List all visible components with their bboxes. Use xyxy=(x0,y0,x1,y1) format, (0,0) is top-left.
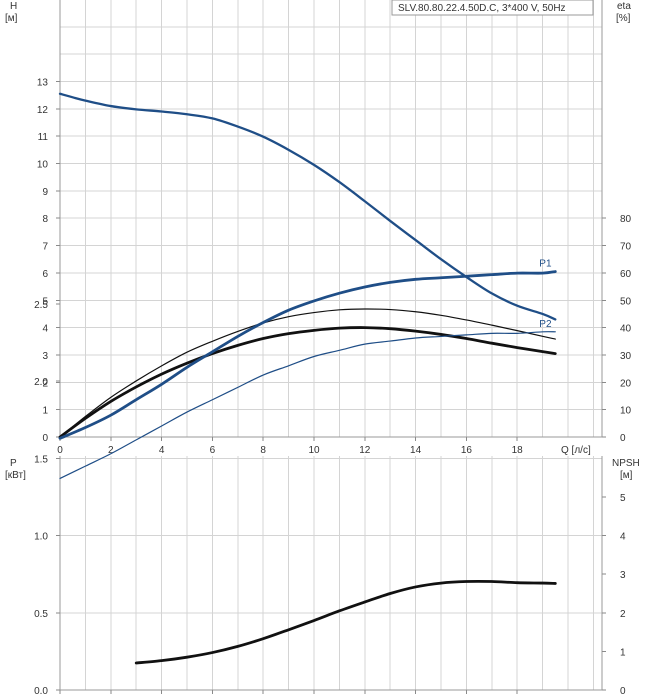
y2-tick-label: 4 xyxy=(620,532,626,543)
x-tick-label: 6 xyxy=(210,445,216,456)
x-tick-label: 16 xyxy=(461,445,473,456)
y-tick-label: 12 xyxy=(37,105,49,116)
y-tick-label: 5 xyxy=(42,296,48,307)
y-tick-label: 9 xyxy=(42,187,48,198)
y2-tick-label: 20 xyxy=(620,378,632,389)
power-npsh-panel: P [кВт] NPSH [м] 0.00.51.01.52.02.501234… xyxy=(5,259,640,697)
y-tick-label: 2.5 xyxy=(34,300,48,311)
y2-tick-label: 50 xyxy=(620,296,632,307)
x-tick-label: 18 xyxy=(512,445,524,456)
y-tick-label: 7 xyxy=(42,242,48,253)
series-line-0-0 xyxy=(58,92,557,321)
y2-tick-label: 40 xyxy=(620,324,632,335)
grid-lines xyxy=(59,0,602,438)
y-tick-label: 2.0 xyxy=(34,377,48,388)
p-axis-unit: [кВт] xyxy=(5,470,26,481)
series-line-0-1 xyxy=(59,308,556,438)
y2-tick-label: 0 xyxy=(620,433,626,444)
x-tick-label: 12 xyxy=(359,445,371,456)
p-axis-label: P xyxy=(10,458,17,469)
x-tick-label: 8 xyxy=(260,445,266,456)
eta-axis-unit: [%] xyxy=(616,13,631,24)
y-tick-label: 6 xyxy=(42,269,48,280)
y-tick-label: 1 xyxy=(42,406,48,417)
y2-tick-label: 60 xyxy=(620,269,632,280)
x-tick-label: 0 xyxy=(57,445,63,456)
x-tick-label: 4 xyxy=(159,445,165,456)
x-tick-label: 2 xyxy=(108,445,114,456)
h-axis-unit: [м] xyxy=(5,13,18,24)
y2-tick-label: 30 xyxy=(620,351,632,362)
y-tick-label: 0.0 xyxy=(34,686,48,697)
y-tick-label: 13 xyxy=(37,77,49,88)
series-line-1-2 xyxy=(134,579,557,665)
series-line-1-0 xyxy=(58,270,557,440)
series-line-1-1 xyxy=(59,331,556,480)
y2-tick-label: 80 xyxy=(620,214,632,225)
h-axis-label: H xyxy=(10,1,17,12)
y-tick-label: 11 xyxy=(38,132,49,143)
y-tick-label: 2 xyxy=(42,378,48,389)
y-tick-label: 10 xyxy=(37,160,49,171)
y2-tick-label: 70 xyxy=(620,242,632,253)
y2-tick-label: 1 xyxy=(620,647,626,658)
npsh-axis-label: NPSH xyxy=(612,458,640,469)
y-tick-label: 1.0 xyxy=(34,532,48,543)
x-tick-label: 10 xyxy=(308,445,320,456)
y-tick-label: 4 xyxy=(42,324,48,335)
series-line-0-2 xyxy=(58,326,557,439)
series-label-p2: P2 xyxy=(539,319,552,330)
chart-title: SLV.80.80.22.4.50D.C, 3*400 V, 50Hz xyxy=(398,3,566,14)
x-tick-label: 14 xyxy=(410,445,422,456)
y2-tick-label: 10 xyxy=(620,406,632,417)
y2-tick-label: 3 xyxy=(620,570,626,581)
y-tick-label: 8 xyxy=(42,214,48,225)
y-tick-label: 3 xyxy=(42,351,48,362)
eta-axis-label: eta xyxy=(617,1,631,12)
head-efficiency-panel: SLV.80.80.22.4.50D.C, 3*400 V, 50Hz H [м… xyxy=(5,0,632,456)
series-label-p1: P1 xyxy=(539,259,552,270)
y2-tick-label: 2 xyxy=(620,609,626,620)
y2-tick-label: 5 xyxy=(620,493,626,504)
y2-tick-label: 0 xyxy=(620,686,626,697)
q-axis-label: Q [л/с] xyxy=(561,445,591,456)
title-box xyxy=(391,0,594,16)
y-tick-label: 0.5 xyxy=(34,609,48,620)
grid-lines xyxy=(59,456,602,691)
y-tick-label: 0 xyxy=(42,433,48,444)
y-tick-label: 1.5 xyxy=(34,454,48,465)
npsh-axis-unit: [м] xyxy=(620,470,633,481)
